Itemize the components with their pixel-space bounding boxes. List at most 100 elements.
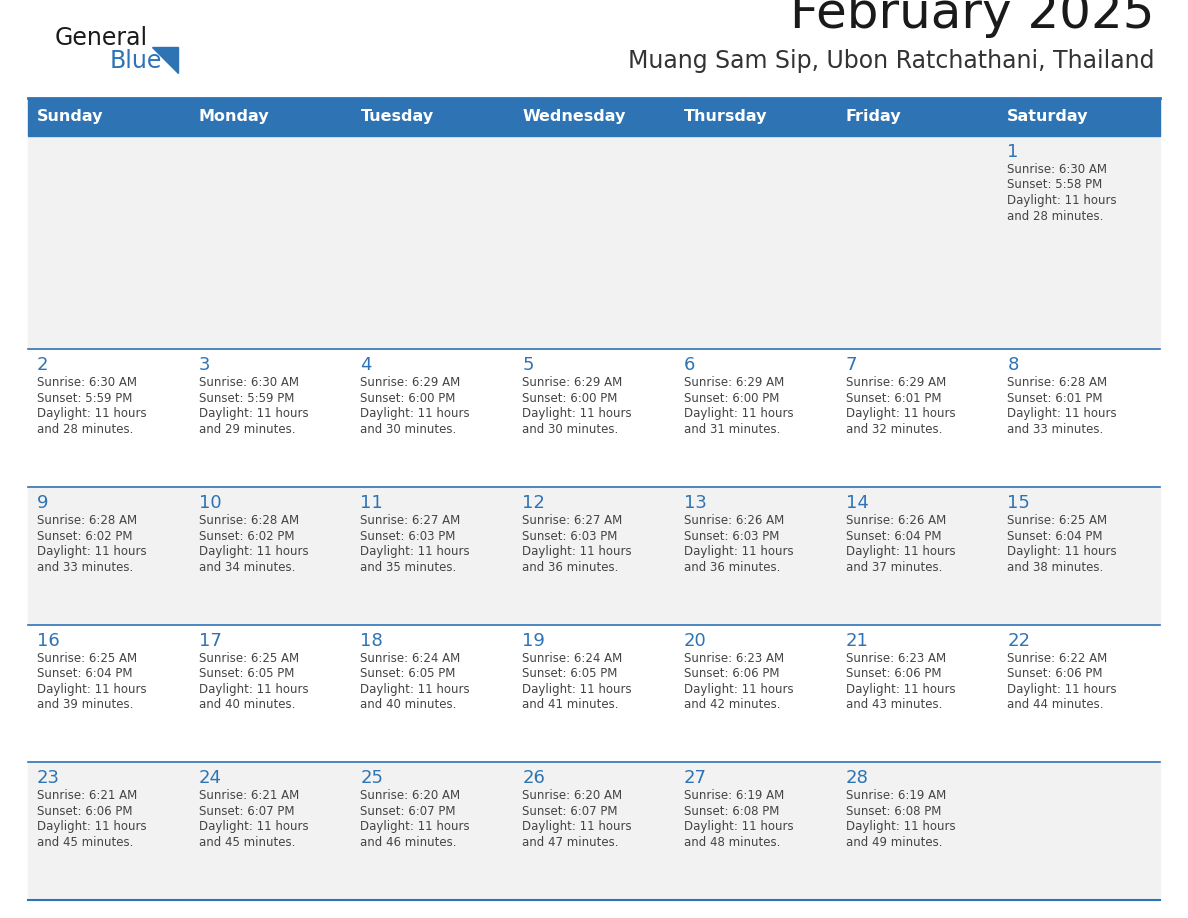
Text: Tuesday: Tuesday bbox=[360, 109, 434, 125]
Text: Sunrise: 6:25 AM: Sunrise: 6:25 AM bbox=[37, 652, 137, 665]
Bar bbox=[352, 350, 513, 487]
Text: 27: 27 bbox=[684, 769, 707, 788]
Text: 2: 2 bbox=[37, 356, 49, 375]
Text: Sunset: 6:08 PM: Sunset: 6:08 PM bbox=[684, 805, 779, 818]
Bar bbox=[29, 487, 190, 624]
Text: 4: 4 bbox=[360, 356, 372, 375]
Text: Daylight: 11 hours: Daylight: 11 hours bbox=[198, 408, 309, 420]
Text: Sunset: 6:00 PM: Sunset: 6:00 PM bbox=[360, 392, 456, 405]
Text: Sunrise: 6:20 AM: Sunrise: 6:20 AM bbox=[360, 789, 461, 802]
Text: and 49 minutes.: and 49 minutes. bbox=[846, 836, 942, 849]
Text: 17: 17 bbox=[198, 632, 222, 650]
Text: Daylight: 11 hours: Daylight: 11 hours bbox=[360, 821, 470, 834]
Text: Sunrise: 6:19 AM: Sunrise: 6:19 AM bbox=[684, 789, 784, 802]
Text: Daylight: 11 hours: Daylight: 11 hours bbox=[37, 545, 146, 558]
Text: and 33 minutes.: and 33 minutes. bbox=[1007, 423, 1104, 436]
Text: Daylight: 11 hours: Daylight: 11 hours bbox=[523, 821, 632, 834]
Text: 25: 25 bbox=[360, 769, 384, 788]
Text: and 45 minutes.: and 45 minutes. bbox=[198, 836, 295, 849]
Bar bbox=[513, 136, 675, 350]
Text: Sunset: 6:06 PM: Sunset: 6:06 PM bbox=[846, 667, 941, 680]
Bar bbox=[29, 136, 190, 350]
Bar bbox=[29, 98, 1159, 136]
Text: Daylight: 11 hours: Daylight: 11 hours bbox=[684, 408, 794, 420]
Text: Sunset: 6:01 PM: Sunset: 6:01 PM bbox=[846, 392, 941, 405]
Text: Sunset: 6:05 PM: Sunset: 6:05 PM bbox=[198, 667, 295, 680]
Text: Sunset: 6:06 PM: Sunset: 6:06 PM bbox=[684, 667, 779, 680]
Text: and 46 minutes.: and 46 minutes. bbox=[360, 836, 457, 849]
Bar bbox=[352, 624, 513, 762]
Text: 28: 28 bbox=[846, 769, 868, 788]
Text: Daylight: 11 hours: Daylight: 11 hours bbox=[523, 545, 632, 558]
Bar bbox=[513, 624, 675, 762]
Text: Sunrise: 6:24 AM: Sunrise: 6:24 AM bbox=[360, 652, 461, 665]
Bar bbox=[675, 762, 836, 900]
Bar bbox=[190, 624, 352, 762]
Text: Sunrise: 6:22 AM: Sunrise: 6:22 AM bbox=[1007, 652, 1107, 665]
Bar bbox=[998, 624, 1159, 762]
Text: Daylight: 11 hours: Daylight: 11 hours bbox=[684, 683, 794, 696]
Text: and 33 minutes.: and 33 minutes. bbox=[37, 561, 133, 574]
Text: Sunset: 6:06 PM: Sunset: 6:06 PM bbox=[37, 805, 133, 818]
Text: Daylight: 11 hours: Daylight: 11 hours bbox=[846, 821, 955, 834]
Text: and 43 minutes.: and 43 minutes. bbox=[846, 699, 942, 711]
Bar bbox=[675, 136, 836, 350]
Text: and 32 minutes.: and 32 minutes. bbox=[846, 423, 942, 436]
Text: Sunrise: 6:30 AM: Sunrise: 6:30 AM bbox=[37, 376, 137, 389]
Text: Daylight: 11 hours: Daylight: 11 hours bbox=[846, 545, 955, 558]
Text: Sunrise: 6:27 AM: Sunrise: 6:27 AM bbox=[360, 514, 461, 527]
Text: and 38 minutes.: and 38 minutes. bbox=[1007, 561, 1104, 574]
Text: 10: 10 bbox=[198, 494, 221, 512]
Text: Sunrise: 6:30 AM: Sunrise: 6:30 AM bbox=[1007, 163, 1107, 176]
Text: Sunset: 6:04 PM: Sunset: 6:04 PM bbox=[1007, 530, 1102, 543]
Text: Sunrise: 6:29 AM: Sunrise: 6:29 AM bbox=[684, 376, 784, 389]
Text: 14: 14 bbox=[846, 494, 868, 512]
Text: Thursday: Thursday bbox=[684, 109, 767, 125]
Text: Sunset: 6:04 PM: Sunset: 6:04 PM bbox=[37, 667, 133, 680]
Text: 12: 12 bbox=[523, 494, 545, 512]
Text: Sunset: 6:00 PM: Sunset: 6:00 PM bbox=[523, 392, 618, 405]
Text: Daylight: 11 hours: Daylight: 11 hours bbox=[360, 545, 470, 558]
Bar bbox=[675, 624, 836, 762]
Bar bbox=[998, 762, 1159, 900]
Bar bbox=[836, 762, 998, 900]
Text: and 42 minutes.: and 42 minutes. bbox=[684, 699, 781, 711]
Text: Sunday: Sunday bbox=[37, 109, 103, 125]
Text: Sunrise: 6:19 AM: Sunrise: 6:19 AM bbox=[846, 789, 946, 802]
Text: Sunset: 6:02 PM: Sunset: 6:02 PM bbox=[198, 530, 295, 543]
Text: Sunrise: 6:28 AM: Sunrise: 6:28 AM bbox=[198, 514, 299, 527]
Text: 23: 23 bbox=[37, 769, 61, 788]
Text: Sunrise: 6:26 AM: Sunrise: 6:26 AM bbox=[846, 514, 946, 527]
Bar bbox=[29, 350, 190, 487]
Bar bbox=[352, 487, 513, 624]
Bar bbox=[836, 487, 998, 624]
Text: Sunrise: 6:24 AM: Sunrise: 6:24 AM bbox=[523, 652, 623, 665]
Text: Sunrise: 6:25 AM: Sunrise: 6:25 AM bbox=[198, 652, 299, 665]
Text: and 39 minutes.: and 39 minutes. bbox=[37, 699, 133, 711]
Text: February 2025: February 2025 bbox=[790, 0, 1155, 38]
Text: Sunset: 6:05 PM: Sunset: 6:05 PM bbox=[360, 667, 456, 680]
Text: Sunrise: 6:23 AM: Sunrise: 6:23 AM bbox=[684, 652, 784, 665]
Text: and 35 minutes.: and 35 minutes. bbox=[360, 561, 456, 574]
Text: Sunset: 6:03 PM: Sunset: 6:03 PM bbox=[684, 530, 779, 543]
Text: and 45 minutes.: and 45 minutes. bbox=[37, 836, 133, 849]
Text: 5: 5 bbox=[523, 356, 533, 375]
Text: Sunset: 6:03 PM: Sunset: 6:03 PM bbox=[523, 530, 618, 543]
Text: Daylight: 11 hours: Daylight: 11 hours bbox=[523, 408, 632, 420]
Text: Sunset: 6:05 PM: Sunset: 6:05 PM bbox=[523, 667, 618, 680]
Text: Sunrise: 6:28 AM: Sunrise: 6:28 AM bbox=[37, 514, 137, 527]
Bar bbox=[352, 762, 513, 900]
Text: Daylight: 11 hours: Daylight: 11 hours bbox=[1007, 194, 1117, 207]
Text: 9: 9 bbox=[37, 494, 49, 512]
Bar bbox=[29, 762, 190, 900]
Text: and 48 minutes.: and 48 minutes. bbox=[684, 836, 781, 849]
Text: Sunrise: 6:21 AM: Sunrise: 6:21 AM bbox=[198, 789, 299, 802]
Text: 20: 20 bbox=[684, 632, 707, 650]
Text: Sunset: 5:59 PM: Sunset: 5:59 PM bbox=[37, 392, 132, 405]
Text: 18: 18 bbox=[360, 632, 384, 650]
Text: Wednesday: Wednesday bbox=[523, 109, 626, 125]
Text: and 37 minutes.: and 37 minutes. bbox=[846, 561, 942, 574]
Text: Daylight: 11 hours: Daylight: 11 hours bbox=[198, 821, 309, 834]
Text: Daylight: 11 hours: Daylight: 11 hours bbox=[37, 821, 146, 834]
Bar bbox=[513, 762, 675, 900]
